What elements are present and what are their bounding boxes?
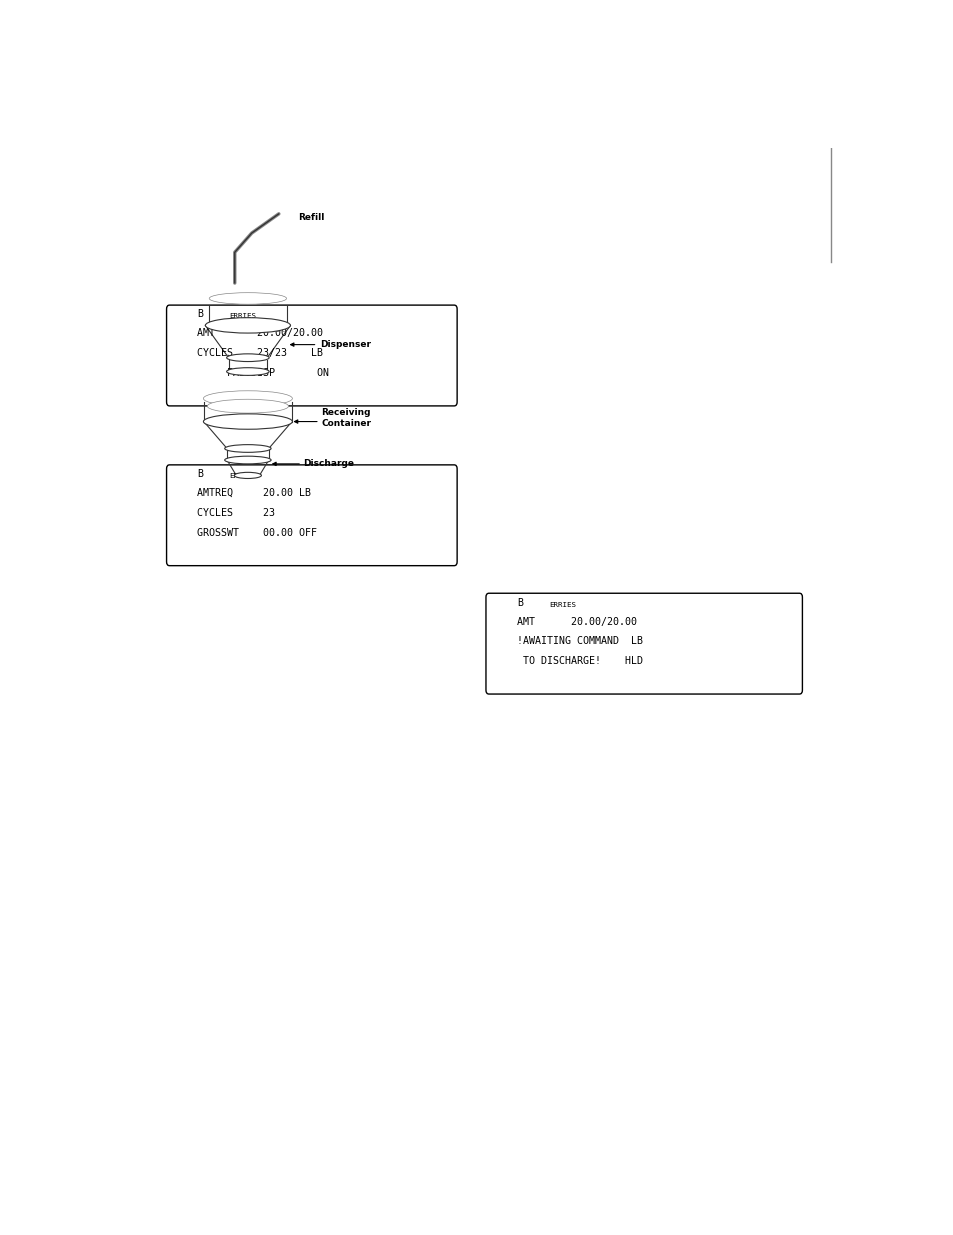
Text: Dispenser: Dispenser <box>319 340 371 350</box>
Text: B: B <box>196 469 203 479</box>
Ellipse shape <box>203 414 292 430</box>
FancyBboxPatch shape <box>167 464 456 566</box>
Text: CYCLES    23/23    LB: CYCLES 23/23 LB <box>196 348 322 358</box>
Text: AMTREQ     20.00 LB: AMTREQ 20.00 LB <box>196 488 311 498</box>
Ellipse shape <box>225 456 271 464</box>
Text: Receiving
Container: Receiving Container <box>321 408 371 427</box>
Ellipse shape <box>209 293 286 304</box>
Text: Discharge: Discharge <box>303 459 355 468</box>
Text: ERRIES: ERRIES <box>229 314 255 320</box>
Text: AMT      20.00/20.00: AMT 20.00/20.00 <box>517 616 637 626</box>
Text: ERRIES: ERRIES <box>548 601 576 608</box>
Ellipse shape <box>234 472 261 478</box>
Text: ERRIES: ERRIES <box>229 473 255 479</box>
Text: !AWAITING COMMAND  LB: !AWAITING COMMAND LB <box>517 636 642 646</box>
Text: GROSSWT    00.00 OFF: GROSSWT 00.00 OFF <box>196 529 316 538</box>
Text: AMT       20.00/20.00: AMT 20.00/20.00 <box>196 329 322 338</box>
Text: FASTDISP       ON: FASTDISP ON <box>196 368 329 378</box>
Ellipse shape <box>203 390 292 406</box>
FancyBboxPatch shape <box>167 305 456 406</box>
Text: CYCLES     23: CYCLES 23 <box>196 508 274 519</box>
Ellipse shape <box>205 317 290 333</box>
Ellipse shape <box>227 368 269 375</box>
FancyBboxPatch shape <box>485 593 801 694</box>
Text: Refill: Refill <box>298 214 324 222</box>
Ellipse shape <box>227 354 269 362</box>
Text: B: B <box>517 598 522 608</box>
Text: TO DISCHARGE!    HLD: TO DISCHARGE! HLD <box>517 657 642 667</box>
Ellipse shape <box>207 399 288 412</box>
Ellipse shape <box>225 445 271 452</box>
Text: B: B <box>196 310 203 320</box>
